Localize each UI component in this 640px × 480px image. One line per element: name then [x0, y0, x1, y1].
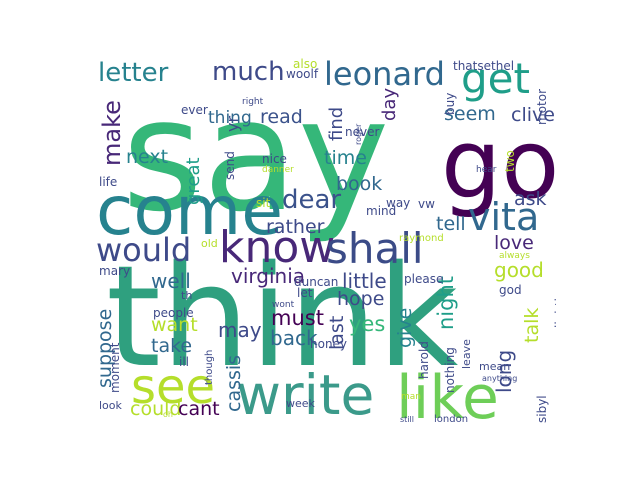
word-give: give	[394, 307, 416, 349]
word-get: get	[461, 58, 530, 103]
word-see: see	[131, 359, 216, 415]
word-must: must	[271, 306, 324, 330]
word-ever: ever	[181, 103, 208, 117]
word-woolf: woolf	[286, 67, 319, 81]
word-leave: leave	[460, 339, 473, 370]
word-right: right	[242, 97, 264, 107]
word-please: please	[404, 272, 444, 286]
word-raymond: raymond	[399, 233, 444, 244]
word-though: though	[204, 349, 215, 386]
word-take: take	[151, 335, 193, 357]
word-time: time	[324, 147, 367, 169]
word-make: make	[98, 99, 126, 166]
word-motor: motor	[535, 89, 549, 126]
word-think: think	[106, 236, 459, 399]
word-book: book	[336, 173, 383, 195]
word-people: people	[153, 306, 194, 320]
word-tell: tell	[436, 213, 466, 235]
word-nice: nice	[262, 152, 287, 166]
word-could: could	[130, 398, 182, 420]
word-read: read	[260, 106, 303, 128]
word-danner: danner	[262, 165, 294, 175]
word-seem: seem	[444, 103, 496, 125]
word-find: find	[326, 106, 347, 141]
word-roger: roger	[354, 123, 363, 145]
word-moment: moment	[108, 342, 122, 393]
word-go: go	[441, 110, 556, 220]
word-never: never	[345, 125, 380, 139]
word-talk: talk	[521, 307, 543, 344]
word-thing: thing	[208, 108, 252, 128]
word-th: th	[181, 289, 193, 302]
word-little: little	[342, 269, 387, 293]
word-old: old	[201, 237, 218, 250]
word-cloud: say think go come write like know see shall get wo…	[96, 58, 556, 426]
word-anything: anything	[482, 374, 518, 383]
word-oh: oh	[163, 410, 173, 419]
word-sibyl: sibyl	[535, 395, 549, 424]
word-shall: shall	[326, 224, 424, 273]
word-hope: hope	[337, 288, 385, 310]
word-duncan: duncan	[294, 275, 339, 289]
word-may: may	[218, 318, 262, 342]
word-hear: hear	[476, 165, 497, 175]
word-mary: mary	[99, 264, 131, 278]
word-well: well	[151, 269, 191, 293]
word-ask: ask	[514, 188, 547, 210]
word-nothing: nothing	[443, 347, 457, 394]
word-way: way	[386, 196, 411, 210]
word-harold: harold	[417, 340, 431, 379]
word-like: like	[396, 363, 499, 426]
word-cassis: cassis	[223, 354, 245, 412]
word-yr: yr	[223, 115, 242, 132]
word-mind: mind	[366, 204, 397, 218]
word-clive: clive	[511, 104, 555, 126]
word-two: two	[503, 150, 517, 173]
word-lighthouse: lighthouse	[553, 265, 556, 329]
word-week: week	[286, 397, 315, 410]
word-mean: mean	[479, 360, 511, 373]
word-let: let	[297, 286, 313, 300]
word-would: would	[96, 231, 192, 269]
word-dear: dear	[282, 185, 342, 215]
word-much: much	[212, 58, 285, 87]
word-yes: yes	[349, 312, 386, 336]
word-sit: sit	[256, 196, 271, 210]
word-want: want	[151, 314, 198, 336]
word-next: next	[126, 146, 169, 168]
word-day: day	[379, 88, 400, 122]
word-rather: rather	[266, 216, 325, 238]
word-look: look	[99, 399, 122, 412]
word-buy: buy	[443, 92, 457, 116]
word-always: always	[499, 251, 530, 261]
word-life: life	[99, 175, 118, 189]
word-letter: letter	[98, 58, 169, 88]
word-virginia: virginia	[231, 264, 306, 288]
word-cant: cant	[178, 398, 220, 420]
word-also: also	[293, 58, 318, 71]
word-london: london	[434, 414, 469, 425]
word-still: still	[400, 415, 414, 424]
word-send: send	[223, 150, 237, 180]
word-say: say	[122, 65, 390, 246]
word-write: write	[236, 363, 375, 426]
word-come: come	[96, 172, 284, 251]
word-great: great	[183, 157, 204, 205]
word-vw: vw	[418, 197, 435, 211]
word-wont: wont	[272, 300, 295, 310]
word-know: know	[219, 222, 336, 273]
word-vita: vita	[468, 195, 540, 239]
word-love: love	[494, 232, 534, 254]
word-man: man	[401, 392, 421, 402]
word-back: back	[270, 326, 318, 350]
word-honey: honey	[310, 337, 348, 351]
word-good: good	[494, 258, 544, 282]
word-god: god	[499, 283, 522, 297]
word-leonard: leonard	[324, 58, 445, 93]
word-ill: ill	[179, 355, 190, 369]
word-thatsethel: thatsethel	[453, 59, 515, 73]
